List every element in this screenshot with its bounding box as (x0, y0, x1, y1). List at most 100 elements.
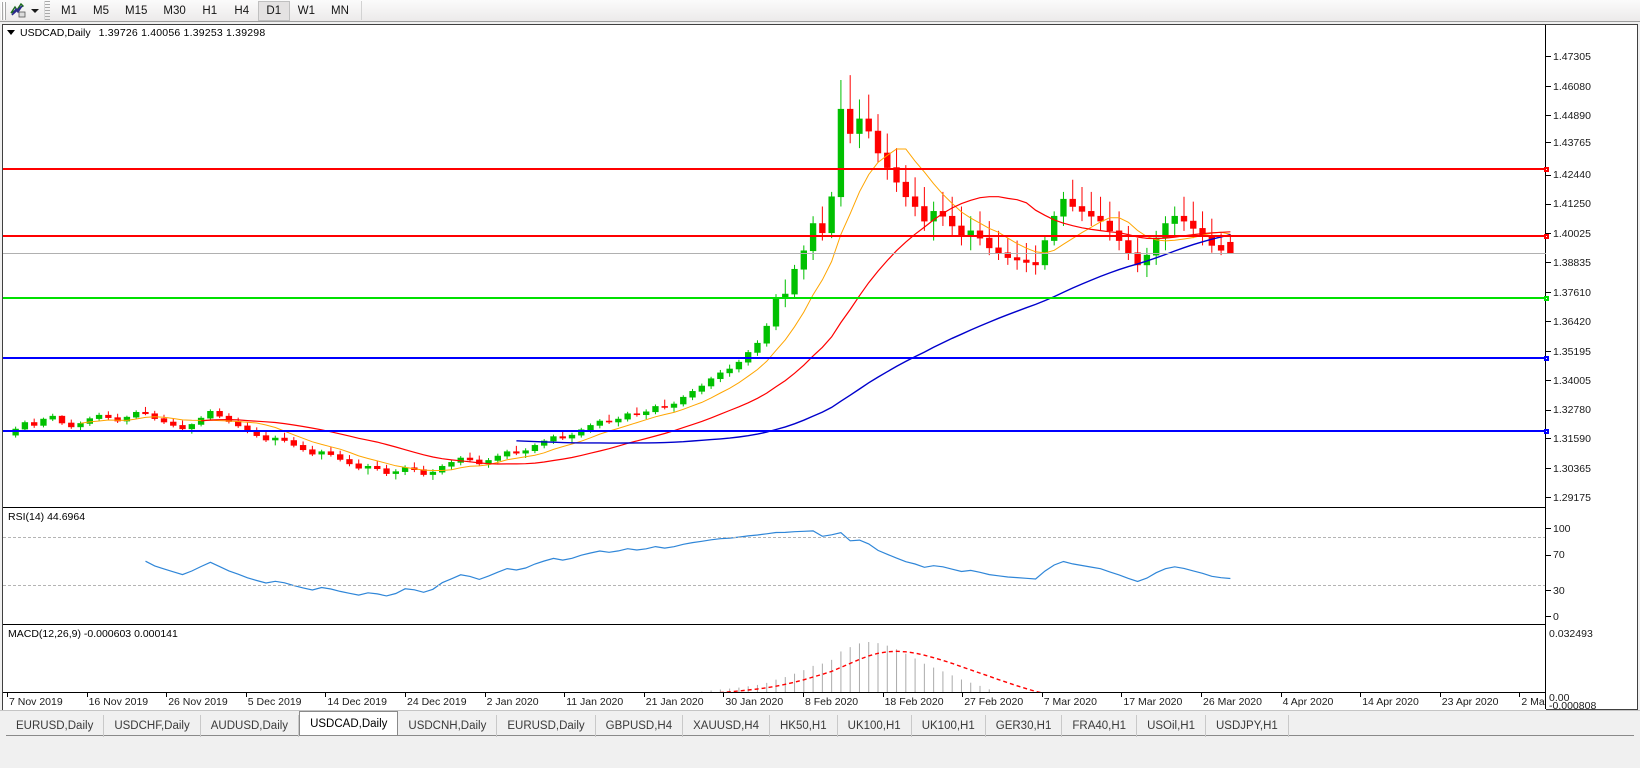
chart-canvas-frame[interactable]: USDCAD,Daily 1.39726 1.40056 1.39253 1.3… (2, 24, 1638, 712)
price-tick: 1.35195 (1546, 346, 1591, 358)
price-tick-label: 1.36420 (1553, 315, 1591, 328)
chart-symbol-header: USDCAD,Daily 1.39726 1.40056 1.39253 1.3… (3, 25, 1637, 40)
toolbar-empty-area (360, 1, 1640, 20)
rsi-tick-label: 30 (1553, 584, 1565, 597)
date-tick-mark (166, 693, 167, 697)
price-tick-label: 1.42440 (1553, 169, 1591, 182)
timeframe-m1[interactable]: M1 (61, 4, 77, 17)
date-tick-mark (1360, 693, 1361, 697)
price-tick: 1.30365 (1546, 463, 1591, 475)
price-candles (12, 75, 1234, 480)
chart-tab-uk100-h1[interactable]: UK100,H1 (838, 715, 912, 737)
price-tick: 1.34005 (1546, 375, 1591, 387)
timeframe-m5[interactable]: M5 (93, 4, 109, 17)
timeframe-d1[interactable]: D1 (257, 0, 290, 21)
price-axis[interactable]: 1.47305 1.46080 1.44890 1.43765 1.42440 1.412… (1545, 25, 1637, 712)
timeframe-mn[interactable]: MN (331, 4, 349, 17)
date-tick-mark (644, 693, 645, 697)
macd-tick-label: -0.000808 (1549, 700, 1597, 712)
chart-tab-audusd-daily[interactable]: AUDUSD,Daily (201, 715, 300, 737)
chart-ohlc-quotes: 1.39726 1.40056 1.39253 1.39298 (98, 26, 266, 39)
date-tick-mark (7, 693, 8, 697)
macd-tick-label: 0.00 (1549, 692, 1570, 704)
triangle-down-icon[interactable] (7, 30, 15, 35)
date-axis-label: 11 Jan 2020 (566, 696, 624, 708)
chart-templates-dropdown[interactable] (28, 1, 41, 21)
price-tick-label: 1.37610 (1553, 286, 1591, 299)
rsi-pane[interactable]: RSI(14) 44.6964 (3, 509, 1546, 624)
chart-tab-hk50-h1[interactable]: HK50,H1 (770, 715, 838, 737)
price-tick: 1.41250 (1546, 198, 1591, 210)
rsi-tick-label: 100 (1553, 523, 1571, 535)
chart-tabs: EURUSD,Daily USDCHF,Daily AUDUSD,Daily USDC… (6, 711, 1289, 737)
pane-separator-2[interactable] (3, 624, 1546, 625)
date-axis-label: 14 Dec 2019 (327, 696, 387, 708)
chart-tab-fra40-h1[interactable]: FRA40,H1 (1062, 715, 1138, 737)
timeframe-group: M1 M5 M15 M30 H1 H4 D1 W1 MN (53, 0, 357, 21)
price-tick-label: 1.43765 (1553, 137, 1591, 150)
rsi-line (145, 530, 1231, 597)
tick-mark (1546, 56, 1551, 58)
rsi-tick: 0 (1546, 611, 1559, 623)
price-tick: 1.29175 (1546, 492, 1591, 504)
chart-tab-usdcad-daily[interactable]: USDCAD,Daily (299, 711, 399, 735)
chart-tab-gbpusd-h4[interactable]: GBPUSD,H4 (596, 715, 684, 737)
chart-tab-usdchf-daily[interactable]: USDCHF,Daily (104, 715, 201, 737)
date-axis-label: 30 Jan 2020 (725, 696, 784, 708)
tick-mark (1546, 468, 1551, 470)
chart-tab-eurusd-daily[interactable]: EURUSD,Daily (6, 715, 105, 737)
chart-tab-uk100-h1[interactable]: UK100,H1 (912, 715, 986, 737)
macd-tick: -0.000808 (1546, 700, 1596, 712)
price-tick-label: 1.41250 (1553, 198, 1591, 211)
timeframe-h1[interactable]: H1 (202, 4, 218, 17)
tick-mark (1546, 438, 1551, 440)
timeframe-w1[interactable]: W1 (297, 4, 315, 17)
toolbar-drag-handle[interactable] (1, 1, 7, 20)
date-tick-mark (883, 693, 884, 697)
macd-tick: 0.00 (1546, 692, 1569, 704)
date-tick-mark (325, 693, 326, 697)
timeframe-h4[interactable]: H4 (234, 4, 250, 17)
date-axis[interactable]: 7 Nov 2019 16 Nov 2019 26 Nov 2019 5 Dec 20… (3, 692, 1576, 709)
rsi-label: RSI(14) 44.6964 (8, 511, 86, 523)
chart-templates-icon[interactable] (8, 1, 28, 21)
chart-tab-usdjpy-h1[interactable]: USDJPY,H1 (1206, 715, 1289, 737)
date-axis-label: 26 Nov 2019 (168, 696, 228, 708)
tick-mark (1546, 589, 1551, 591)
timeframe-m30[interactable]: M30 (163, 4, 186, 17)
tick-mark (1546, 554, 1551, 556)
price-tick-label: 1.31590 (1553, 433, 1591, 446)
date-axis-label: 21 Jan 2020 (645, 696, 704, 708)
chart-tab-ger30-h1[interactable]: GER30,H1 (986, 715, 1063, 737)
chart-tab-eurusd-daily[interactable]: EURUSD,Daily (497, 715, 596, 737)
chart-tab-usoil-h1[interactable]: USOil,H1 (1137, 715, 1206, 737)
macd-tick-label: 0.032493 (1549, 628, 1593, 640)
tick-mark (1546, 142, 1551, 144)
price-tick-label: 1.34005 (1553, 374, 1591, 387)
price-tick-label: 1.32780 (1553, 404, 1591, 417)
date-axis-label: 4 Apr 2020 (1282, 696, 1334, 708)
price-tick-label: 1.35195 (1553, 345, 1591, 358)
date-tick-mark (87, 693, 88, 697)
date-tick-mark (723, 693, 724, 697)
date-axis-label: 23 Apr 2020 (1441, 696, 1499, 708)
chart-tab-xauusd-h4[interactable]: XAUUSD,H4 (683, 715, 770, 737)
chart-tab-usdcnh-daily[interactable]: USDCNH,Daily (398, 715, 498, 737)
date-tick-mark (1042, 693, 1043, 697)
date-axis-label: 26 Mar 2020 (1203, 696, 1262, 708)
date-tick-mark (1281, 693, 1282, 697)
rsi-tick-label: 70 (1553, 549, 1565, 562)
date-tick-mark (962, 693, 963, 697)
price-tick-label: 1.44890 (1553, 109, 1591, 122)
date-axis-label: 27 Feb 2020 (964, 696, 1024, 708)
date-axis-label: 24 Dec 2019 (407, 696, 467, 708)
timeframe-m15[interactable]: M15 (125, 4, 148, 17)
macd-tick: 0.032493 (1546, 628, 1593, 640)
pane-separator-1[interactable] (3, 507, 1546, 508)
rsi-tick: 100 (1546, 523, 1571, 535)
price-tick: 1.43765 (1546, 137, 1591, 149)
date-tick-mark (564, 693, 565, 697)
tick-mark (1546, 497, 1551, 499)
price-pane[interactable] (3, 40, 1546, 507)
price-tick: 1.37610 (1546, 287, 1591, 299)
